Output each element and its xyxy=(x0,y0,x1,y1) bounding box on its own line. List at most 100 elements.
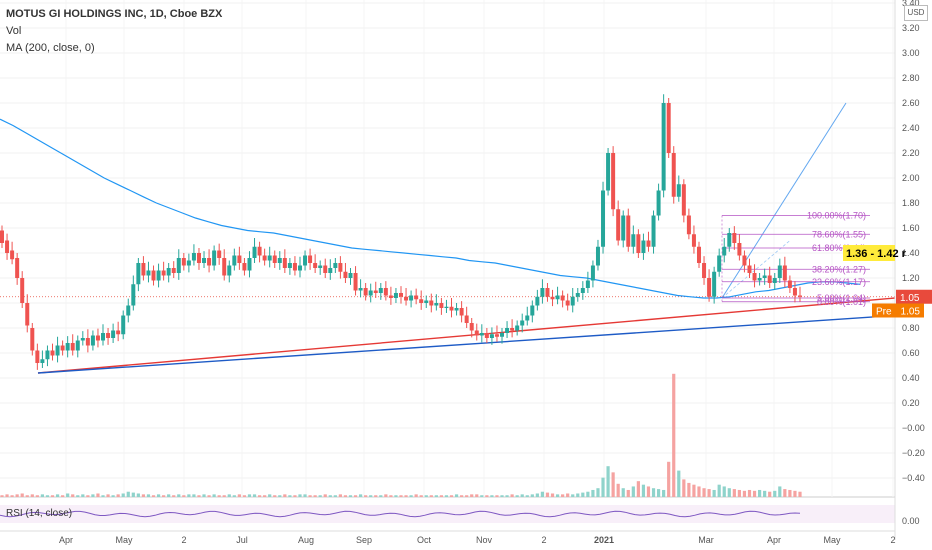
volume-bar xyxy=(5,494,9,497)
volume-bar xyxy=(621,488,625,497)
candle xyxy=(666,98,671,158)
volume-bar xyxy=(626,489,630,497)
candle xyxy=(50,343,55,361)
candle xyxy=(505,321,510,338)
candle xyxy=(363,283,368,301)
volume-bar xyxy=(389,495,393,497)
volume-bar xyxy=(672,373,676,497)
candle xyxy=(267,246,272,268)
price-tick-label: 0.40 xyxy=(902,373,920,383)
candle xyxy=(782,256,787,288)
time-axis[interactable]: Apr May 2 Jul Aug Sep Oct Nov 2 2021 Mar Apr May 2 xyxy=(0,530,896,545)
volume-bar xyxy=(96,493,100,497)
candle xyxy=(242,258,247,276)
candle xyxy=(75,335,80,358)
candle xyxy=(303,250,308,271)
candle xyxy=(333,258,338,273)
candle xyxy=(95,328,100,348)
price-tick-label: 2.60 xyxy=(902,98,920,108)
volume-bar xyxy=(111,495,115,497)
rsi-legend[interactable]: RSI (14, close) xyxy=(6,508,73,519)
volume-bar xyxy=(651,488,656,497)
volume-bar xyxy=(646,486,651,497)
price-axis[interactable]: 3.40 3.20 3.00 2.80 2.60 2.40 2.20 2.00 1.80 1.60… xyxy=(894,0,925,540)
candle xyxy=(656,183,661,221)
volume-bar xyxy=(187,494,191,497)
support-trendline-blue xyxy=(37,314,896,374)
volume-bar xyxy=(207,495,211,497)
volume-bar xyxy=(581,492,585,497)
candle xyxy=(287,258,292,275)
candle xyxy=(126,298,131,323)
volume-bar xyxy=(470,494,474,497)
volume-bar xyxy=(763,490,767,497)
volume-bar xyxy=(520,494,524,497)
candle xyxy=(595,239,600,271)
candle xyxy=(297,256,302,278)
candle xyxy=(494,325,499,342)
volume-bar xyxy=(515,495,519,497)
candle xyxy=(717,248,722,277)
candle xyxy=(681,179,686,223)
legend-symbol-title[interactable]: MOTUS GI HOLDINGS INC, 1D, Cboe BZX xyxy=(6,8,223,20)
candle xyxy=(171,261,176,278)
candle xyxy=(671,146,676,204)
candle xyxy=(752,264,757,288)
currency-button[interactable]: USD xyxy=(904,5,928,21)
fib-level-label: 78.60%(1.55) xyxy=(812,229,866,239)
volume-bar xyxy=(106,494,110,497)
candle xyxy=(560,290,565,308)
time-tick-label: May xyxy=(823,535,841,545)
candle xyxy=(565,293,570,311)
volume-bar xyxy=(591,489,595,497)
candle xyxy=(212,245,217,271)
candle xyxy=(131,275,136,311)
candle xyxy=(691,225,696,254)
candle xyxy=(141,256,146,281)
legend-ma[interactable]: MA (200, close, 0) xyxy=(6,42,95,54)
candle xyxy=(570,288,575,313)
volume-bar xyxy=(550,493,555,497)
price-tick-label: 0.80 xyxy=(902,323,920,333)
candle xyxy=(631,225,636,254)
volume-bar xyxy=(798,491,802,497)
candle xyxy=(580,281,585,300)
rsi-tick-label: 0.00 xyxy=(902,516,920,526)
candle xyxy=(515,320,520,336)
volume-bar xyxy=(374,495,378,497)
ma200-line xyxy=(0,118,861,299)
volume-bar xyxy=(606,466,610,497)
candle xyxy=(353,266,358,296)
volume-bar xyxy=(177,494,181,497)
volume-bar xyxy=(460,495,464,497)
pre-market-badge: Pre 1.05 xyxy=(872,303,924,318)
candle xyxy=(732,226,737,250)
candle xyxy=(606,148,611,196)
candle xyxy=(651,210,656,254)
candle xyxy=(792,281,797,303)
candle xyxy=(328,259,333,280)
volume-bar xyxy=(318,495,322,497)
volume-bar xyxy=(571,494,575,497)
legend-vol[interactable]: Vol xyxy=(6,25,22,37)
candle xyxy=(282,249,287,273)
volume-bar xyxy=(333,495,337,497)
candle xyxy=(373,281,378,298)
volume-bar xyxy=(268,494,272,497)
price-tick-label: 1.20 xyxy=(902,273,920,283)
candle xyxy=(459,301,464,323)
candle xyxy=(348,268,353,285)
volume-bar xyxy=(293,495,297,497)
volume-bar xyxy=(116,494,120,497)
volume-bar xyxy=(677,470,681,497)
candle xyxy=(489,327,494,345)
volume-bar xyxy=(434,495,438,497)
volume-bar xyxy=(757,489,762,497)
volume-bar xyxy=(313,495,317,497)
candle xyxy=(550,289,555,307)
volume-bar xyxy=(30,494,34,497)
price-tick-label: 0.60 xyxy=(902,348,920,358)
candle xyxy=(106,328,111,345)
price-tick-label: 3.00 xyxy=(902,48,920,58)
